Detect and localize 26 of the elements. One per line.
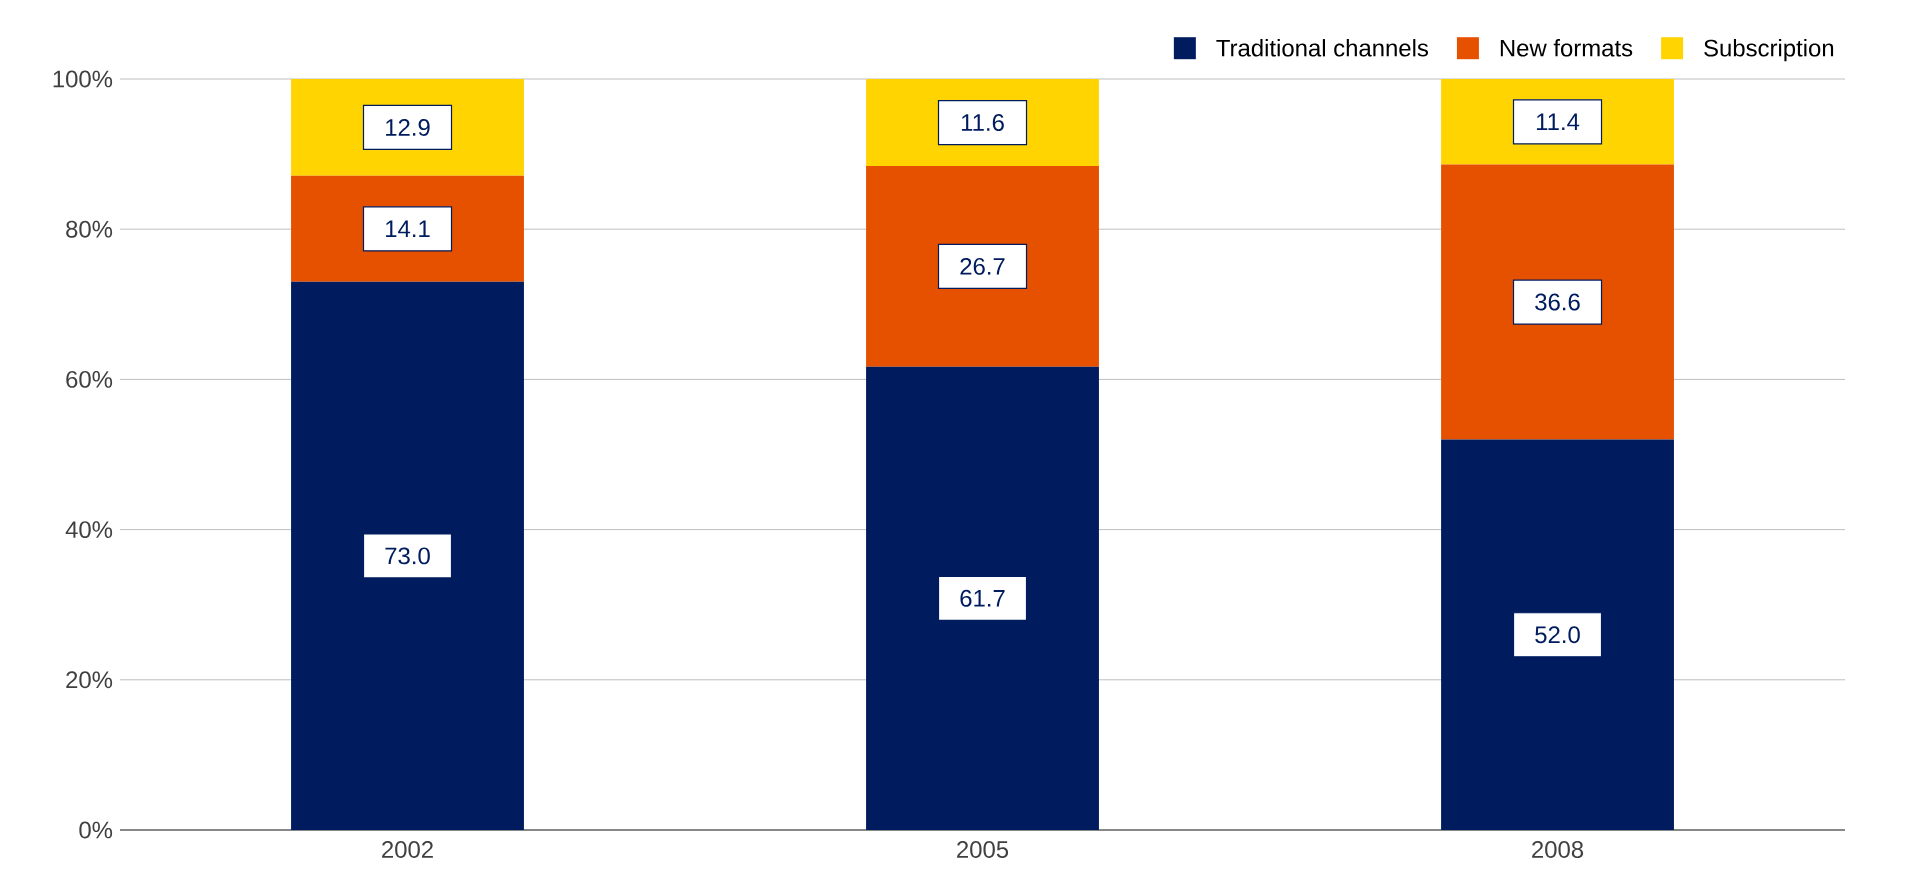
y-tick-label: 60% [66, 370, 113, 388]
data-label: 36.6 [1535, 293, 1580, 311]
legend-label: Subscription [1704, 39, 1834, 62]
data-label: 26.7 [960, 257, 1005, 275]
x-tick-label: 2002 [382, 841, 433, 858]
x-tick-label: 2008 [1532, 841, 1584, 858]
bar [291, 281, 524, 830]
y-tick-label: 100% [53, 70, 113, 88]
y-tick-label: 20% [66, 671, 113, 689]
data-label: 52.0 [1535, 626, 1580, 644]
y-tick-label: 0% [79, 821, 113, 839]
data-label: 12.9 [386, 118, 430, 136]
data-label: 73.0 [385, 547, 430, 565]
bar [1441, 439, 1674, 830]
x-tick-label: 2005 [957, 841, 1009, 858]
data-label: 11.4 [1536, 113, 1580, 131]
bar [866, 366, 1099, 830]
bar [866, 166, 1099, 367]
data-label: 61.7 [960, 589, 1005, 607]
data-label: 14.1 [386, 220, 430, 238]
y-tick-label: 80% [66, 220, 113, 238]
bar [1441, 164, 1674, 440]
data-label: 11.6 [961, 114, 1004, 131]
y-tick-label: 40% [65, 521, 113, 539]
legend-label: Traditional channels [1216, 39, 1429, 57]
legend-label: New formats [1500, 39, 1633, 57]
